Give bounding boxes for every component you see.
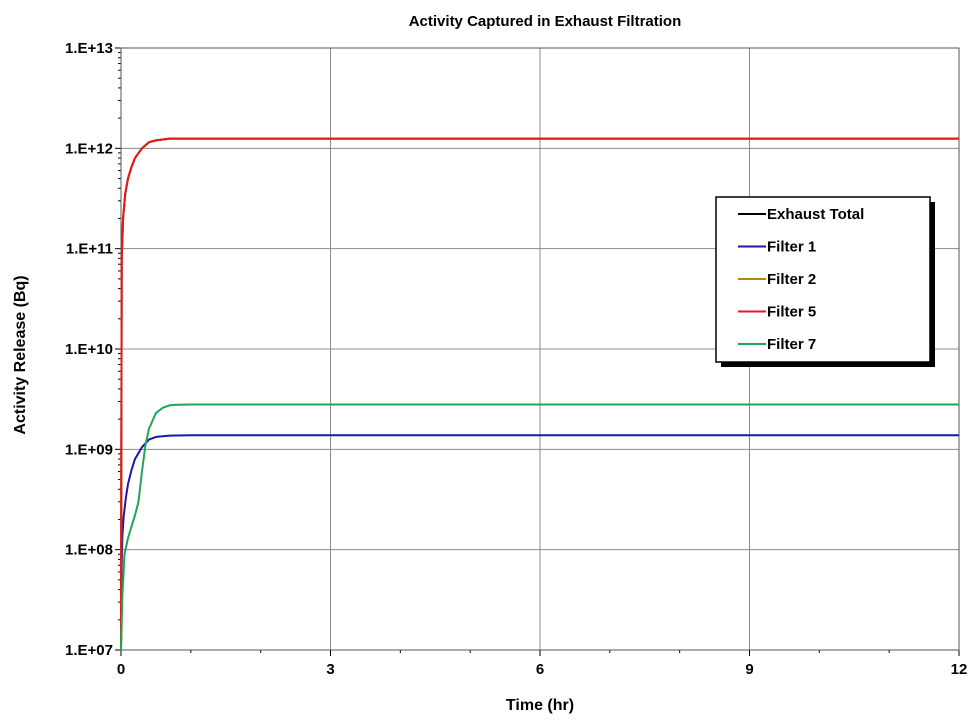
legend-label: Filter 7 xyxy=(767,336,816,353)
x-tick-label: 0 xyxy=(117,661,125,678)
x-tick-label: 9 xyxy=(745,661,753,678)
y-tick-label: 1.E+11 xyxy=(66,241,113,258)
y-tick-label: 1.E+07 xyxy=(65,642,113,659)
y-tick-label: 1.E+12 xyxy=(65,140,113,157)
legend-label: Filter 2 xyxy=(767,271,816,288)
series-line-filter-1 xyxy=(120,434,959,651)
y-tick-label: 1.E+10 xyxy=(65,341,113,358)
legend: Exhaust Total Filter 1 Filter 2 Filter 5 Fil… xyxy=(715,196,935,367)
y-tick-label: 1.E+08 xyxy=(65,542,113,559)
y-tick-label: 1.E+13 xyxy=(65,40,113,57)
series-group xyxy=(120,137,959,651)
legend-label: Filter 1 xyxy=(767,239,816,256)
y-tick-label: 1.E+09 xyxy=(65,441,113,458)
series-line-filter-5 xyxy=(120,137,959,651)
y-axis-label: Activity Release (Bq) xyxy=(12,275,29,434)
series-line-filter-7 xyxy=(120,403,959,651)
legend-label: Filter 5 xyxy=(767,304,816,321)
x-axis-label: Time (hr) xyxy=(506,697,574,714)
chart-title: Activity Captured in Exhaust Filtration xyxy=(409,13,682,30)
x-tick-label: 12 xyxy=(951,661,968,678)
x-tick-label: 6 xyxy=(536,661,544,678)
x-tick-label: 3 xyxy=(326,661,334,678)
legend-label: Exhaust Total xyxy=(767,206,864,223)
